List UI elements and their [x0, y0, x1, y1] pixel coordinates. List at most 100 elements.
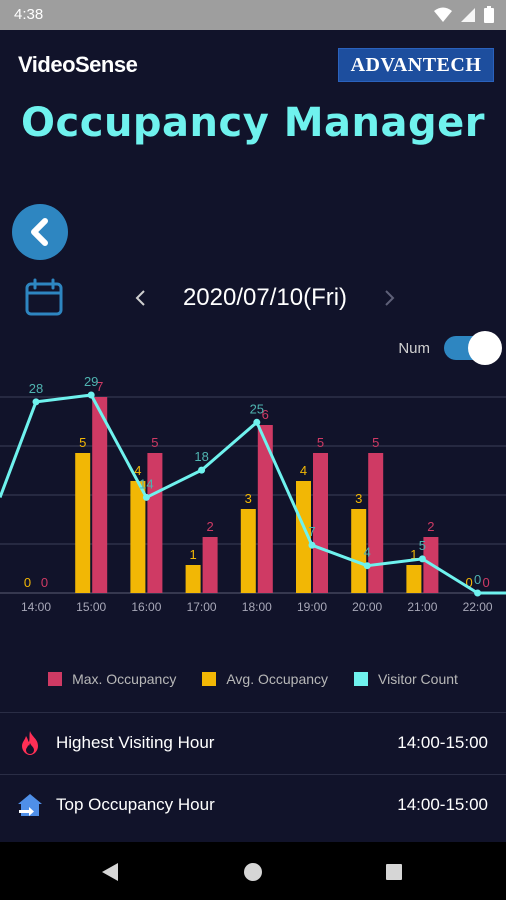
wifi-icon — [434, 7, 452, 22]
avg-occupancy-bar — [75, 453, 91, 593]
max-occupancy-label: 7 — [96, 379, 103, 394]
legend-swatch-max — [48, 672, 63, 686]
current-date: 2020/07/10(Fri) — [182, 284, 348, 311]
avg-occupancy-bar — [240, 509, 256, 593]
max-occupancy-bar — [368, 453, 384, 593]
x-tick-label: 16:00 — [131, 600, 161, 614]
visitor-count-label: 28 — [29, 381, 43, 396]
x-tick-label: 15:00 — [76, 600, 106, 614]
highest-visiting-hour-value: 14:00-15:00 — [397, 733, 488, 752]
avg-occupancy-label: 0 — [24, 575, 31, 590]
back-button[interactable] — [12, 204, 68, 260]
visitor-count-point — [308, 541, 316, 549]
battery-icon — [484, 6, 494, 23]
highest-visiting-hour-label: Highest Visiting Hour — [56, 733, 215, 752]
avg-occupancy-label: 1 — [410, 547, 417, 562]
max-occupancy-label: 6 — [262, 407, 269, 422]
chevron-left-icon — [31, 218, 48, 246]
date-navigator: 2020/07/10(Fri) — [130, 280, 400, 316]
top-occupancy-hour-label: Top Occupancy Hour — [56, 795, 215, 814]
next-day-button[interactable] — [380, 283, 400, 313]
num-toggle[interactable] — [442, 331, 502, 365]
max-occupancy-label: 0 — [41, 575, 48, 590]
house-enter-icon — [18, 794, 42, 816]
max-occupancy-bar — [313, 453, 328, 593]
max-occupancy-label: 5 — [372, 435, 379, 450]
brand-logo: VideoSense — [18, 52, 138, 77]
status-time: 4:38 — [14, 6, 44, 23]
visitor-count-point — [142, 493, 150, 501]
back-triangle-icon[interactable] — [98, 860, 122, 884]
visitor-count-point — [363, 562, 371, 570]
status-icons — [434, 6, 494, 23]
fire-icon — [22, 731, 38, 755]
avg-occupancy-label: 3 — [245, 491, 252, 506]
visitor-count-label: 25 — [250, 401, 264, 416]
legend-avg-occupancy[interactable]: Avg. Occupancy — [202, 671, 328, 687]
system-nav-bar — [0, 842, 506, 900]
page-title: Occupancy Manager — [21, 100, 485, 146]
avg-occupancy-bar — [296, 481, 311, 593]
visitor-count-point — [474, 589, 482, 597]
max-occupancy-label: 5 — [151, 435, 158, 450]
x-tick-label: 20:00 — [352, 600, 382, 614]
calendar-icon — [25, 278, 63, 316]
avg-occupancy-label: 3 — [355, 491, 362, 506]
partner-logo: ADVANTECH — [338, 48, 494, 82]
avg-occupancy-label: 1 — [189, 547, 196, 562]
occupancy-chart: 0 014:005715:004516:001217:003618:004519:… — [0, 374, 506, 614]
toggle-knob — [468, 331, 502, 365]
visitor-count-label: 5 — [419, 538, 426, 553]
avg-occupancy-bar — [351, 509, 367, 593]
num-toggle-label: Num — [398, 339, 430, 357]
max-occupancy-bar — [92, 397, 108, 593]
visitor-count-label: 4 — [364, 545, 371, 560]
x-tick-label: 18:00 — [242, 600, 272, 614]
x-tick-label: 19:00 — [297, 600, 327, 614]
legend-swatch-visitor — [354, 672, 369, 686]
max-occupancy-label: 2 — [427, 519, 434, 534]
home-circle-icon[interactable] — [241, 860, 265, 884]
app-header: VideoSense ADVANTECH — [0, 30, 506, 100]
highest-visiting-hour-row: Highest Visiting Hour 14:00-15:00 — [0, 713, 506, 773]
status-bar: 4:38 — [0, 0, 506, 30]
previous-day-button[interactable] — [130, 283, 150, 313]
avg-occupancy-label: 4 — [300, 463, 307, 478]
top-occupancy-hour-row: Top Occupancy Hour 14:00-15:00 — [0, 775, 506, 835]
legend-max-occupancy[interactable]: Max. Occupancy — [48, 671, 176, 687]
avg-occupancy-label: 4 — [134, 463, 141, 478]
max-occupancy-label: 0 — [482, 575, 489, 590]
top-occupancy-hour-value: 14:00-15:00 — [397, 795, 488, 814]
visitor-count-point — [418, 555, 426, 563]
visitor-count-point — [198, 466, 206, 474]
visitor-count-label: 0 — [474, 572, 481, 587]
recents-square-icon[interactable] — [382, 860, 406, 884]
divider — [0, 774, 506, 775]
partner-logo-text: ADVANTECH — [350, 53, 482, 76]
calendar-button[interactable] — [24, 278, 64, 318]
visitor-count-label: 7 — [308, 524, 315, 539]
legend-label-avg: Avg. Occupancy — [226, 671, 329, 687]
x-tick-label: 14:00 — [21, 600, 51, 614]
chevron-left-icon — [135, 290, 145, 306]
legend-swatch-avg — [202, 672, 217, 686]
x-tick-label: 22:00 — [463, 600, 493, 614]
avg-occupancy-bar — [130, 481, 146, 593]
avg-occupancy-bar — [406, 565, 422, 593]
chevron-right-icon — [385, 290, 395, 306]
avg-occupancy-label: 0 — [465, 575, 472, 590]
x-tick-label: 21:00 — [407, 600, 437, 614]
avg-occupancy-bar — [185, 565, 201, 593]
visitor-count-point — [32, 398, 40, 406]
avg-occupancy-label: 5 — [79, 435, 86, 450]
signal-icon — [461, 7, 475, 22]
legend-label-visitor: Visitor Count — [378, 671, 458, 687]
max-occupancy-label: 2 — [206, 519, 213, 534]
num-toggle-row: Num — [398, 330, 502, 366]
visitor-count-label: 14 — [139, 476, 153, 491]
visitor-count-label: 29 — [84, 374, 98, 389]
x-tick-label: 17:00 — [187, 600, 217, 614]
legend-visitor-count[interactable]: Visitor Count — [354, 671, 458, 687]
visitor-count-label: 18 — [194, 449, 208, 464]
chart-legend: Max. Occupancy Avg. Occupancy Visitor Co… — [0, 666, 506, 692]
